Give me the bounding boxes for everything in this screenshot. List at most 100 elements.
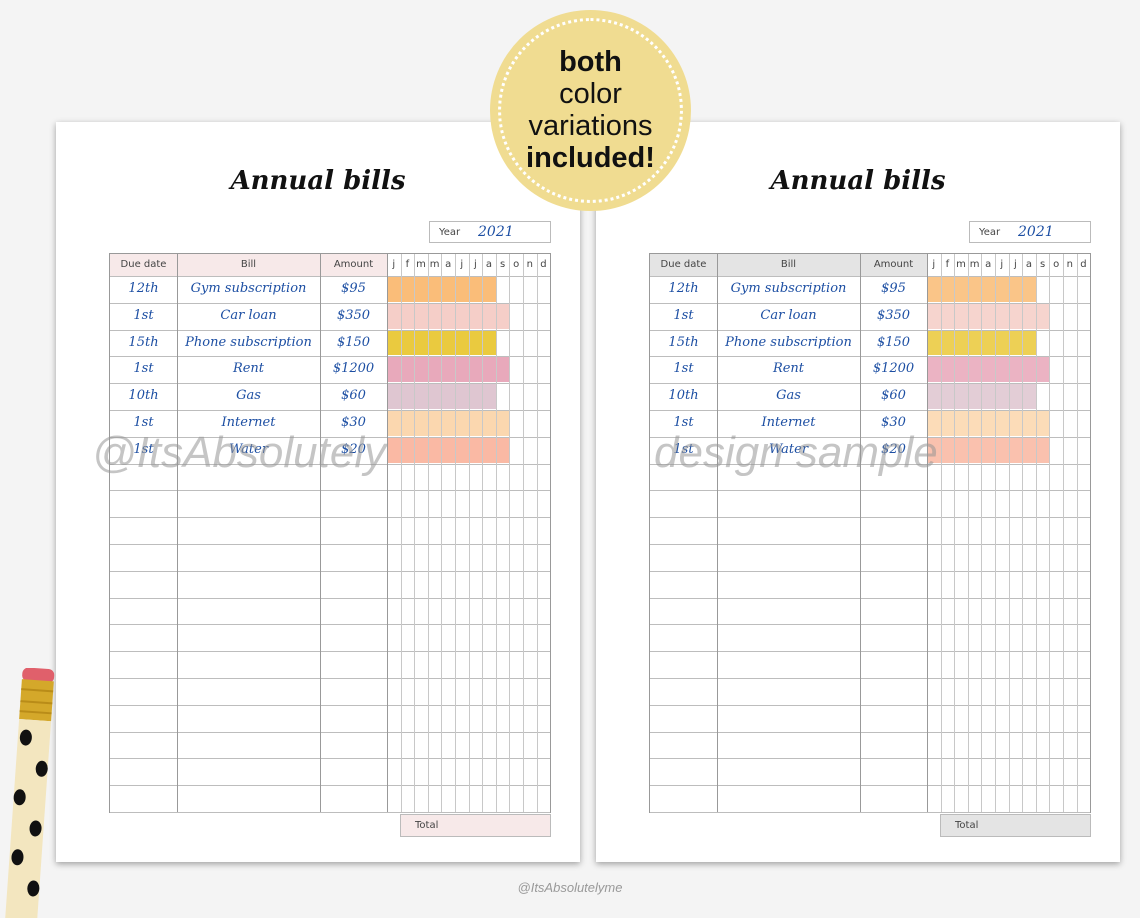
row-divider: [650, 570, 1090, 572]
month-column-divider: [1076, 254, 1078, 812]
row-divider: [110, 624, 550, 626]
month-column-divider: [468, 254, 470, 812]
month-paid-swatch: [442, 277, 455, 302]
month-paid-swatch: [968, 437, 982, 463]
badge-line-3: variations: [528, 110, 653, 142]
row-divider: [650, 624, 1090, 626]
amount-cell: $30: [341, 415, 366, 430]
month-paid-swatch: [996, 303, 1009, 329]
month-column-divider: [495, 254, 497, 812]
footer-credit: @ItsAbsolutelyme: [517, 880, 623, 895]
row-divider: [650, 597, 1090, 599]
row-divider: [650, 517, 1090, 519]
row-divider: [650, 731, 1090, 733]
month-paid-swatch: [428, 277, 442, 302]
amount-cell: $60: [881, 388, 906, 404]
month-paid-swatch: [996, 330, 1009, 356]
month-column-divider: [509, 254, 511, 812]
month-paid-swatch: [483, 330, 496, 356]
month-paid-swatch: [483, 437, 496, 463]
row-divider: [110, 356, 550, 358]
month-paid-swatch: [415, 411, 428, 436]
row-divider: [110, 812, 550, 813]
row-divider: [650, 302, 1090, 304]
table-header-bg: [650, 254, 927, 276]
year-label: Year: [439, 227, 461, 238]
header-month: m: [969, 259, 980, 270]
month-paid-swatch: [388, 357, 401, 383]
header-month: o: [513, 259, 520, 270]
header-month: m: [956, 259, 966, 270]
month-paid-swatch: [1009, 384, 1023, 409]
amount-cell: $350: [876, 307, 911, 323]
month-paid-swatch: [483, 411, 496, 436]
month-column-divider: [414, 254, 416, 812]
month-paid-swatch: [928, 303, 941, 329]
month-paid-swatch: [415, 303, 428, 329]
month-paid-swatch: [456, 357, 469, 383]
month-paid-swatch: [941, 411, 955, 436]
month-paid-swatch: [469, 303, 483, 329]
month-paid-swatch: [1023, 303, 1036, 329]
row-divider: [110, 678, 550, 679]
bill-name-cell: Rent: [772, 361, 805, 377]
month-paid-swatch: [388, 303, 401, 329]
page-title: Annual bills: [770, 166, 946, 196]
month-paid-swatch: [415, 330, 428, 356]
month-paid-swatch: [401, 330, 415, 356]
month-paid-swatch: [941, 357, 955, 383]
due-date-cell: 1st: [133, 441, 154, 457]
month-column-divider: [1008, 254, 1010, 812]
row-divider: [650, 651, 1090, 653]
planner-page-grey: Annual bills Year 2021 Due date Bill Amoun…: [596, 122, 1120, 862]
bill-name-cell: Rent: [232, 361, 265, 377]
month-paid-swatch: [928, 357, 941, 383]
month-column-divider: [940, 254, 942, 812]
month-paid-swatch: [1023, 277, 1036, 302]
month-paid-swatch: [428, 384, 442, 409]
total-box: Total: [400, 814, 551, 837]
amount-cell: $30: [881, 415, 906, 430]
bill-name-cell: Water: [768, 441, 809, 457]
month-paid-swatch: [442, 384, 455, 409]
page-title: Annual bills: [230, 166, 406, 196]
year-value: 2021: [478, 224, 514, 240]
bill-name-cell: Gym subscription: [730, 281, 847, 296]
month-paid-swatch: [456, 437, 469, 463]
total-box: Total: [940, 814, 1091, 837]
month-paid-swatch: [955, 277, 968, 302]
bill-name-cell: Internet: [221, 415, 276, 430]
row-divider: [110, 704, 550, 706]
month-paid-swatch: [968, 277, 982, 302]
row-divider: [110, 731, 550, 733]
due-date-cell: 1st: [673, 307, 694, 323]
row-divider: [110, 436, 550, 438]
month-paid-swatch: [401, 277, 415, 302]
row-divider: [110, 570, 550, 572]
month-paid-swatch: [1036, 357, 1050, 383]
due-date-cell: 1st: [673, 361, 694, 377]
due-date-cell: 12th: [668, 281, 699, 296]
month-paid-swatch: [1023, 437, 1036, 463]
row-divider: [650, 329, 1090, 331]
row-divider: [110, 651, 550, 653]
month-paid-swatch: [483, 357, 496, 383]
year-box: Year 2021: [429, 221, 551, 243]
header-month: m: [429, 259, 440, 270]
bills-table: Due date Bill Amount j f m m a j j a s o n d 12th Gym su…: [109, 253, 551, 813]
watermark-text: design sample: [654, 428, 938, 477]
header-month: f: [405, 259, 410, 270]
month-paid-swatch: [469, 384, 483, 409]
pencil-icon: [5, 668, 55, 918]
month-column-divider: [1035, 254, 1037, 812]
header-due-date: Due date: [660, 259, 707, 270]
month-paid-swatch: [941, 384, 955, 409]
month-column-divider: [981, 254, 983, 812]
month-paid-swatch: [982, 384, 995, 409]
header-month: a: [445, 259, 452, 270]
header-month: j: [392, 259, 396, 270]
amount-cell: $20: [881, 441, 906, 457]
header-month: a: [1025, 259, 1033, 270]
month-paid-swatch: [428, 411, 442, 436]
header-month: j: [1000, 259, 1004, 270]
